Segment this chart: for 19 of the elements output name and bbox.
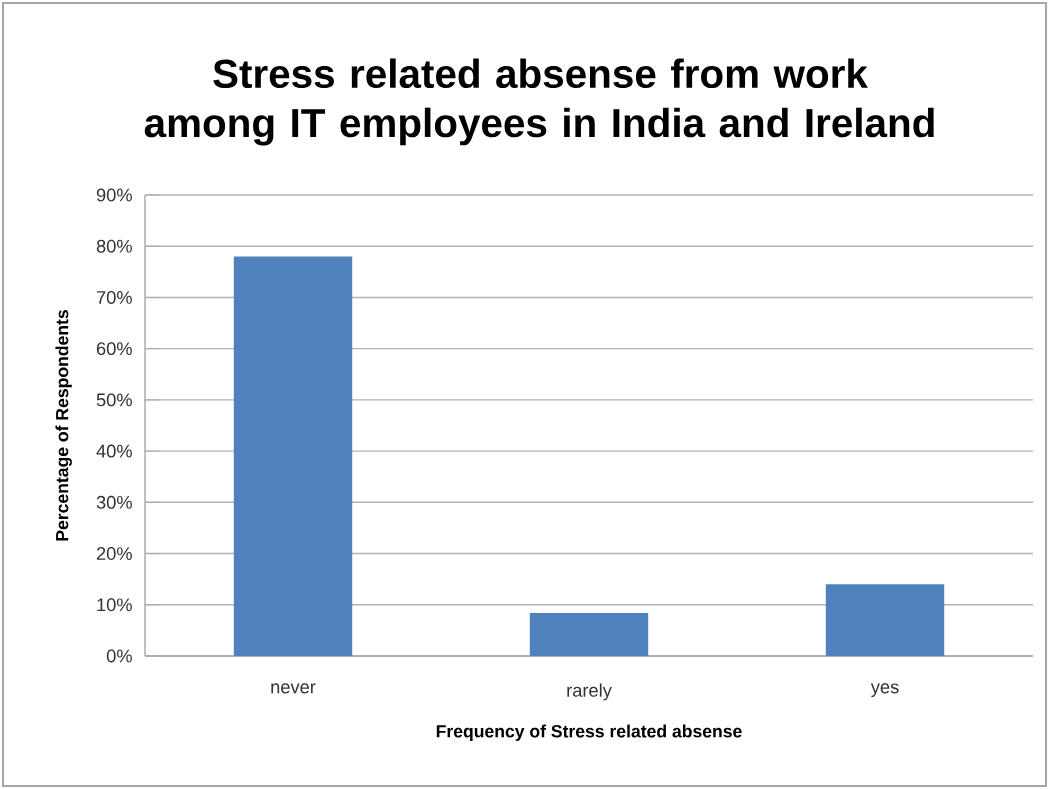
- y-tick-label: 50%: [96, 393, 132, 407]
- x-axis-title: Frequency of Stress related absense: [436, 724, 742, 741]
- y-tick-label: 30%: [96, 495, 132, 509]
- y-tick-label: 10%: [97, 598, 132, 612]
- y-tick-label: 0%: [106, 649, 132, 663]
- y-tick-label: 70%: [96, 290, 132, 304]
- y-tick-label: 90%: [96, 188, 132, 202]
- y-tick-label: 20%: [96, 547, 132, 560]
- x-tick-label: rarely: [567, 683, 612, 701]
- x-tick-label: yes: [870, 683, 899, 698]
- bar: [233, 256, 353, 656]
- y-axis-title: Percentage of Respondents: [55, 310, 72, 541]
- y-tick-label: 40%: [96, 444, 132, 458]
- y-tick-label: 80%: [96, 239, 132, 253]
- bar: [529, 612, 649, 656]
- bar: [825, 584, 945, 656]
- chart-title: Stress related absense from work among IT employees in India and Ireland: [144, 58, 934, 146]
- y-tick-label: 60%: [96, 342, 132, 356]
- x-tick-label: never: [271, 683, 316, 694]
